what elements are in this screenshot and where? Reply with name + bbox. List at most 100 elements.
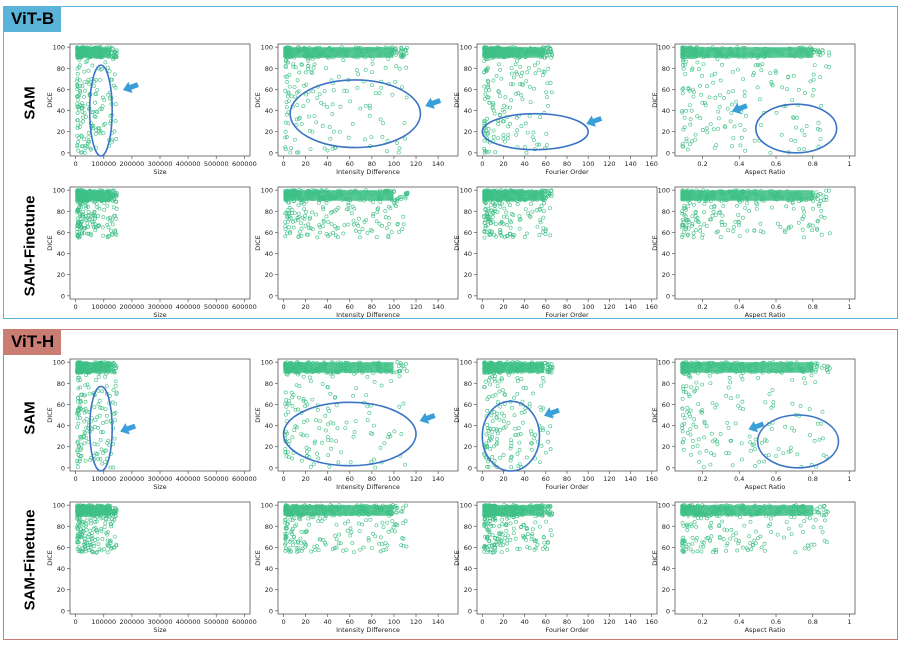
point — [88, 231, 93, 236]
point — [80, 101, 85, 106]
arrow-shape — [120, 423, 137, 435]
point — [85, 221, 90, 226]
point — [736, 67, 740, 72]
point — [711, 127, 716, 132]
y-tick-label: 100 — [658, 187, 670, 195]
point — [113, 55, 118, 60]
point — [536, 60, 540, 65]
point — [712, 205, 717, 210]
arrow-shape — [122, 81, 139, 94]
point — [821, 193, 826, 198]
point — [96, 402, 101, 407]
point — [771, 400, 776, 405]
point — [498, 227, 503, 232]
point — [482, 97, 487, 101]
x-axis-label: Fourier Order — [545, 483, 589, 491]
y-tick-label: 20 — [662, 128, 670, 136]
point — [812, 63, 817, 68]
point — [790, 98, 795, 103]
point — [497, 389, 502, 394]
point-cloud — [680, 45, 832, 155]
point — [83, 399, 88, 404]
arrow-icon — [425, 97, 442, 109]
point — [790, 401, 795, 406]
point — [546, 45, 551, 50]
point — [393, 198, 398, 202]
point — [492, 232, 497, 237]
point — [325, 435, 330, 439]
x-tick-label: 0 — [281, 303, 285, 311]
point — [372, 457, 376, 462]
point — [782, 228, 787, 233]
point — [685, 405, 690, 410]
point — [98, 129, 103, 134]
point — [322, 89, 327, 94]
point — [306, 66, 311, 71]
point — [803, 91, 807, 95]
point — [365, 404, 370, 409]
arrow-shape — [419, 412, 436, 424]
arrow-icon — [586, 115, 603, 127]
y-tick-label: 20 — [662, 271, 670, 279]
point — [791, 206, 796, 211]
point — [77, 105, 81, 109]
y-tick-label: 40 — [662, 107, 670, 115]
point — [532, 86, 536, 91]
point — [484, 432, 489, 437]
plot-frame — [476, 186, 658, 300]
point — [819, 421, 824, 426]
x-tick-label: 600000 — [232, 475, 257, 483]
point — [700, 100, 705, 105]
point — [284, 210, 289, 215]
point — [783, 424, 788, 429]
point — [80, 110, 85, 115]
point — [795, 452, 800, 457]
point — [392, 429, 397, 434]
point — [500, 201, 505, 206]
point — [299, 226, 304, 231]
point — [690, 139, 695, 144]
point — [815, 227, 820, 232]
point — [486, 208, 491, 213]
point — [106, 92, 111, 97]
point — [325, 105, 330, 109]
point — [114, 232, 119, 237]
point — [491, 101, 496, 106]
point — [305, 433, 309, 438]
point — [766, 453, 771, 458]
point — [546, 439, 551, 444]
point — [791, 115, 795, 120]
y-tick-label: 0 — [269, 292, 273, 300]
point — [691, 422, 696, 427]
point — [330, 102, 335, 107]
point — [492, 207, 497, 212]
point — [693, 132, 698, 137]
point — [394, 51, 399, 56]
point — [87, 217, 92, 222]
point — [712, 146, 717, 150]
point — [299, 221, 304, 226]
point — [330, 146, 335, 151]
point — [296, 211, 301, 216]
x-tick-label: 120 — [603, 303, 615, 311]
point — [729, 111, 734, 115]
point — [355, 86, 360, 90]
y-tick-label: 100 — [658, 359, 670, 367]
point — [334, 403, 339, 408]
point — [110, 139, 114, 144]
point — [539, 383, 544, 388]
x-tick-label: 60 — [542, 160, 550, 168]
point — [344, 420, 349, 425]
point — [508, 438, 513, 443]
point — [496, 62, 501, 67]
x-tick-label: 40 — [324, 303, 332, 311]
point — [680, 235, 685, 239]
point — [80, 115, 85, 120]
point — [493, 392, 498, 397]
y-tick-label: 100 — [460, 187, 472, 195]
point — [486, 83, 491, 88]
x-tick-label: 40 — [324, 160, 332, 168]
point — [341, 58, 346, 63]
point — [721, 203, 726, 208]
point — [538, 460, 542, 465]
